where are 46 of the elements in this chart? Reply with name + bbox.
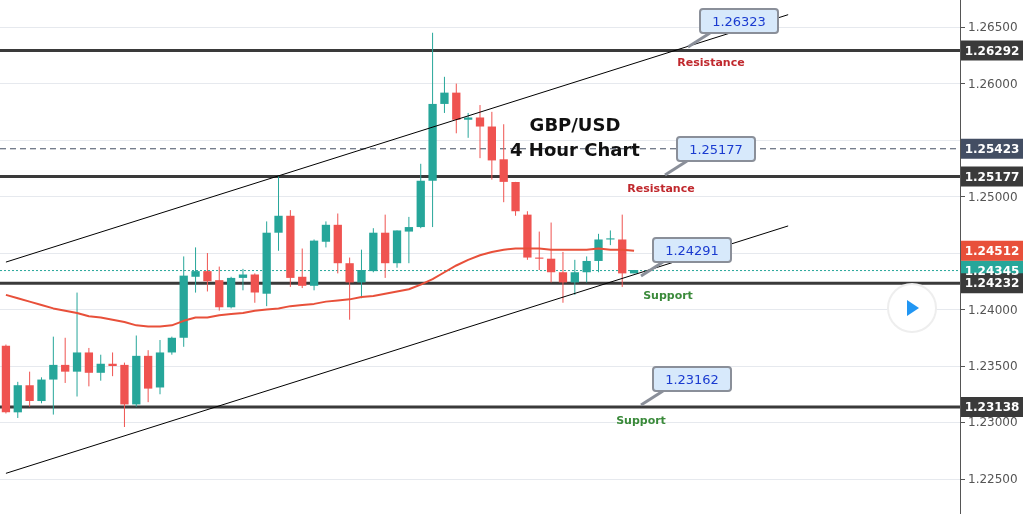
candlestick xyxy=(440,76,449,114)
text: 1.26292 xyxy=(964,43,1020,58)
y-tick-label: 1.26000 xyxy=(968,76,1018,91)
candlestick xyxy=(25,371,34,408)
text: 1.25423 xyxy=(964,141,1020,156)
annotation: 1.23162 xyxy=(665,371,719,387)
candlestick xyxy=(464,112,473,139)
candlestick xyxy=(61,337,70,384)
candlestick xyxy=(203,252,212,292)
text: 1.24512 xyxy=(964,243,1020,258)
candlestick xyxy=(250,272,259,304)
text: 1.24232 xyxy=(964,276,1020,291)
ref-line-label: Resistance xyxy=(627,182,695,196)
candlestick xyxy=(49,336,58,416)
y-tick-label: 1.22500 xyxy=(968,471,1018,486)
candlestick xyxy=(606,229,615,246)
candlestick xyxy=(499,123,508,203)
ref-line-label: Support xyxy=(616,414,666,428)
candlestick xyxy=(96,354,105,382)
text: 1.24345 xyxy=(964,263,1020,278)
candlestick xyxy=(546,222,556,283)
ref-line-label: Resistance xyxy=(677,56,745,70)
candlestick xyxy=(84,347,94,387)
y-tick-label: 1.24000 xyxy=(968,302,1018,317)
candlestick xyxy=(72,292,82,398)
text: 1.23138 xyxy=(964,399,1020,414)
candlestick xyxy=(274,175,283,252)
candlestick xyxy=(475,104,485,159)
candlestick xyxy=(558,251,568,304)
annotation: 1.25177 xyxy=(689,141,743,157)
candlestick xyxy=(167,336,176,356)
annotation: 1.26323 xyxy=(712,13,766,29)
y-tick-label: 1.23500 xyxy=(968,359,1018,374)
y-tick-label: 1.23000 xyxy=(968,415,1018,430)
candlestick xyxy=(298,248,307,289)
annotation: 1.24291 xyxy=(665,242,719,258)
text: GBP/USD xyxy=(529,113,621,135)
text: 1.25177 xyxy=(964,169,1020,184)
candlestick xyxy=(345,257,354,321)
candlestick xyxy=(37,376,46,404)
candlestick xyxy=(404,216,414,264)
y-tick-label: 1.25000 xyxy=(968,189,1018,204)
candlestick xyxy=(321,220,331,248)
ref-line-label: Support xyxy=(643,288,693,302)
y-tick-label: 1.26500 xyxy=(968,20,1018,35)
candlestick xyxy=(108,351,117,377)
